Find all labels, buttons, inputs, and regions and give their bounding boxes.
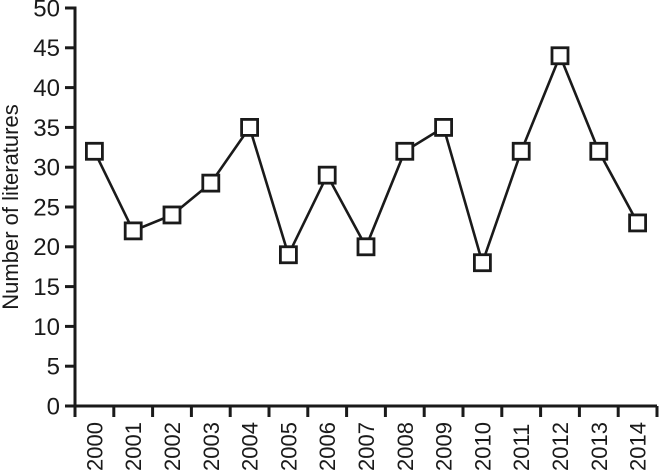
x-tick-label: 2010 xyxy=(470,422,495,471)
data-line xyxy=(93,52,639,268)
data-point-2006 xyxy=(317,165,337,185)
axes xyxy=(73,6,657,408)
x-tick-label: 2011 xyxy=(509,424,534,471)
x-tick-label: 2004 xyxy=(238,422,263,471)
x-tick-label: 2002 xyxy=(160,422,185,471)
data-point-2000 xyxy=(85,141,104,161)
y-axis-tick-labels: 0 5 10 15 20 25 30 35 40 45 50 xyxy=(33,0,60,420)
data-point-2009 xyxy=(434,118,454,137)
y-tick-label: 25 xyxy=(33,194,60,221)
y-tick-label: 40 xyxy=(33,75,60,102)
x-tick-label: 2001 xyxy=(121,422,146,471)
x-tick-label: 2007 xyxy=(354,422,379,471)
x-tick-label: 2012 xyxy=(548,422,573,471)
x-tick-label: 2013 xyxy=(587,422,612,471)
y-tick-label: 45 xyxy=(33,35,60,62)
x-axis-tick-labels: 2000 2001 2002 2003 2004 2005 2006 2007 2008 2009… xyxy=(82,422,650,471)
y-tick-label: 50 xyxy=(33,0,60,22)
y-tick-label: 5 xyxy=(47,354,60,381)
data-point-2013 xyxy=(589,141,609,161)
x-tick-label: 2014 xyxy=(626,422,651,471)
data-point-2008 xyxy=(395,141,415,161)
data-point-2001 xyxy=(123,221,143,241)
y-tick-label: 0 xyxy=(47,393,60,420)
data-point-2010 xyxy=(472,253,492,273)
data-point-2005 xyxy=(278,245,298,265)
data-point-2014 xyxy=(628,213,647,233)
x-tick-label: 2006 xyxy=(315,422,340,471)
y-tick-label: 10 xyxy=(33,314,60,341)
data-point-2012 xyxy=(550,46,570,66)
x-tick-label: 2005 xyxy=(276,422,301,471)
x-axis-ticks xyxy=(73,406,659,417)
data-point-2002 xyxy=(162,205,182,225)
y-tick-label: 20 xyxy=(33,234,60,261)
y-tick-label: 35 xyxy=(33,115,60,142)
y-tick-label: 15 xyxy=(33,274,60,301)
data-series xyxy=(85,46,647,273)
x-tick-label: 2009 xyxy=(432,422,457,471)
y-tick-label: 30 xyxy=(33,155,60,182)
data-point-2011 xyxy=(511,141,531,161)
x-tick-label: 2008 xyxy=(393,422,418,471)
y-axis-ticks xyxy=(65,6,75,408)
data-point-2007 xyxy=(356,237,376,257)
data-point-2003 xyxy=(201,173,221,193)
data-point-2004 xyxy=(240,118,260,137)
x-tick-label: 2003 xyxy=(199,422,224,471)
x-tick-label: 2000 xyxy=(82,422,107,471)
y-axis-title: Number of literatures xyxy=(0,104,23,309)
